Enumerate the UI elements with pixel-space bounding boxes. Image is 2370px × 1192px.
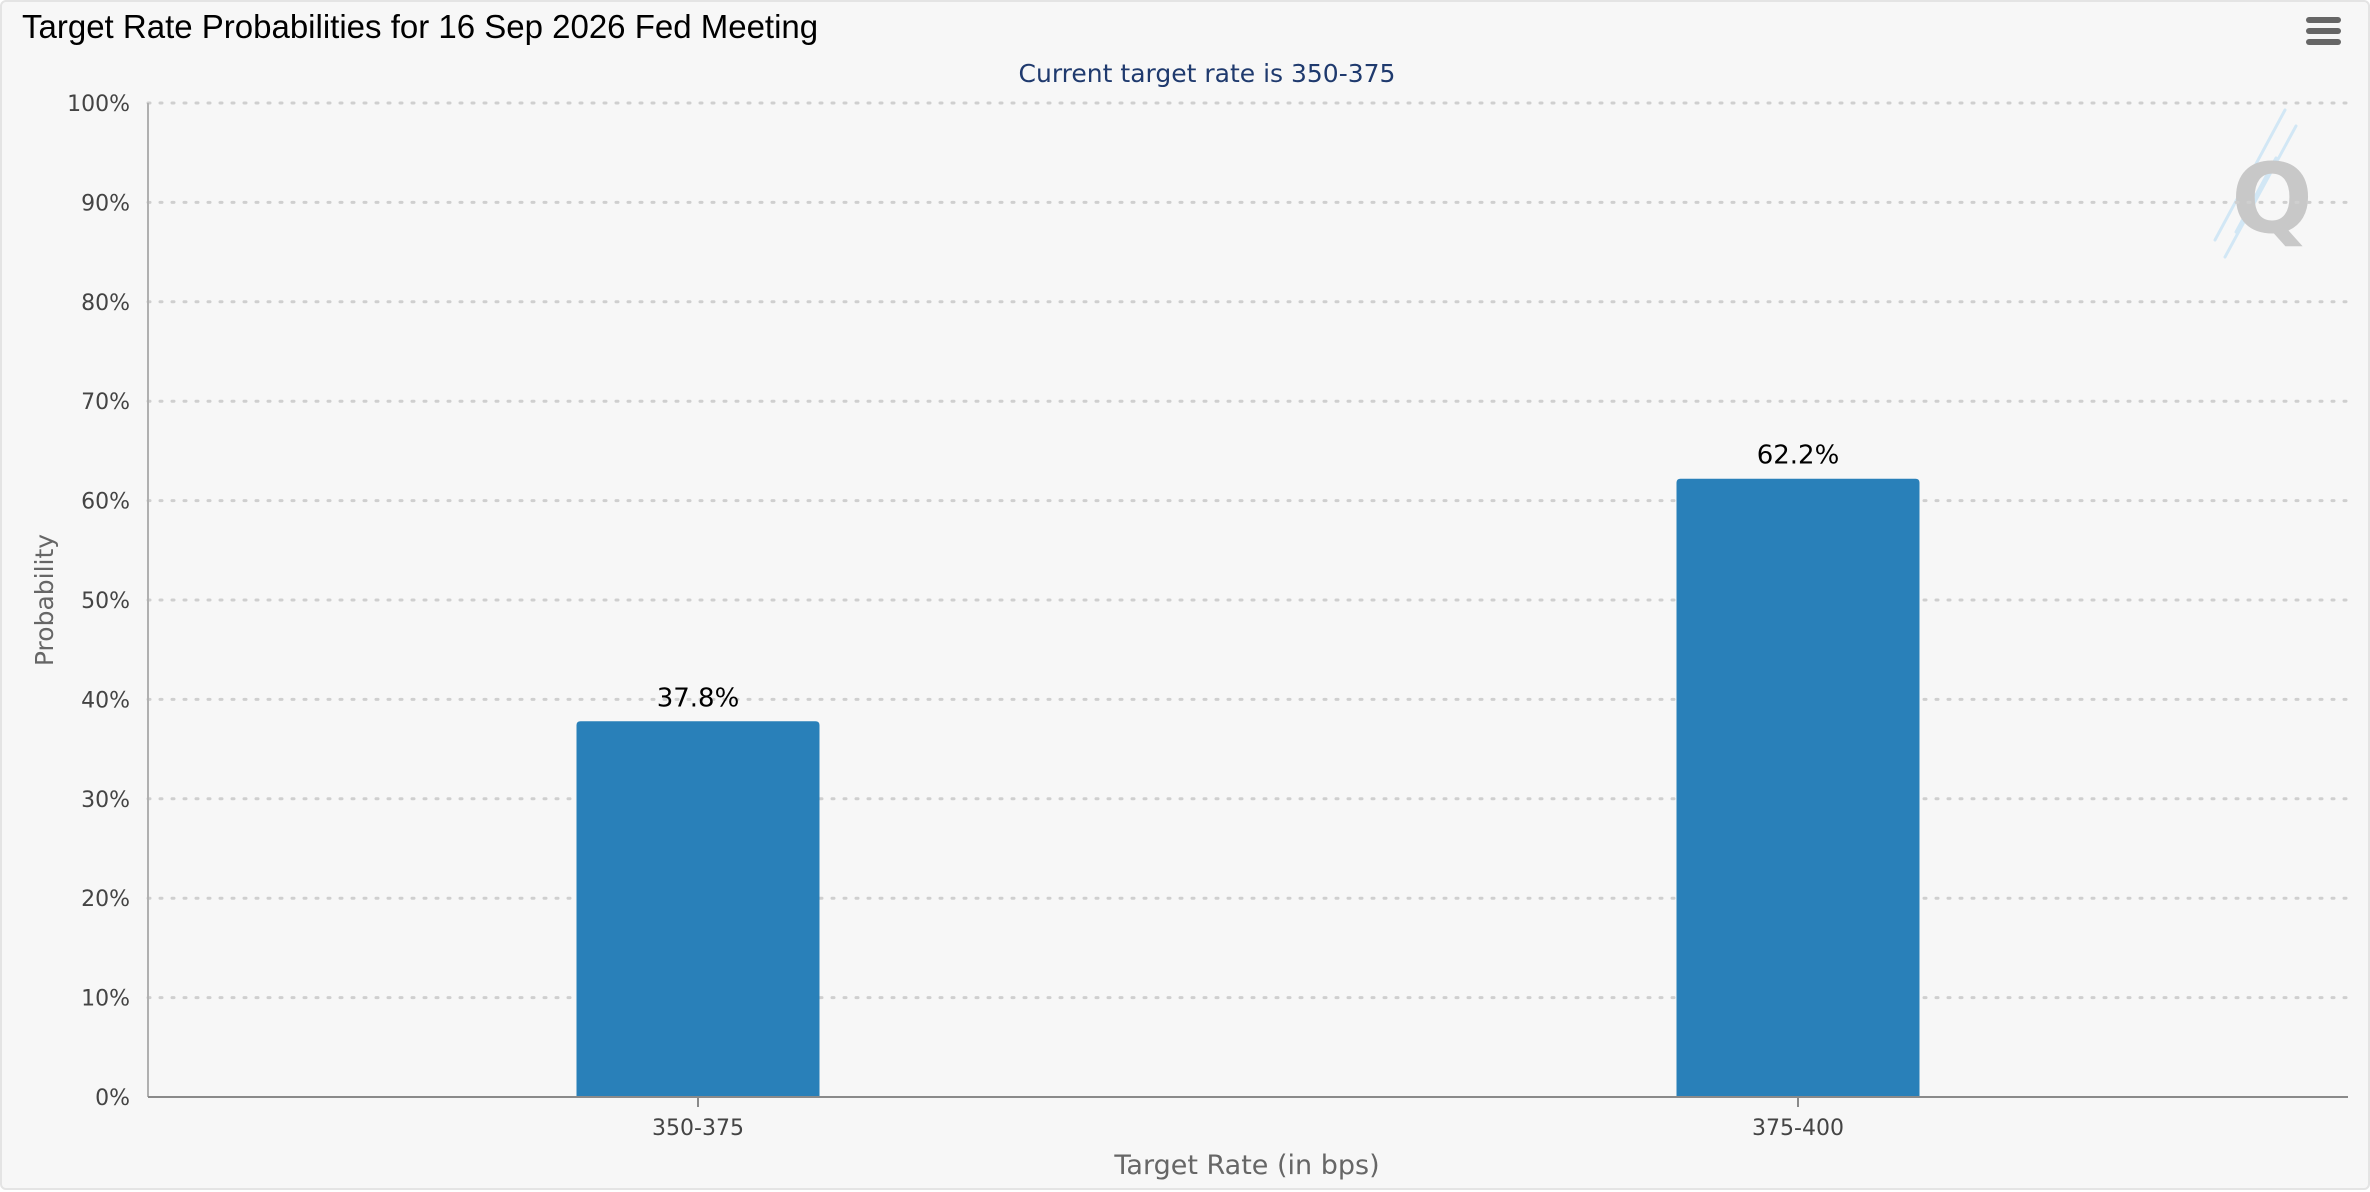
y-tick-label: 10% bbox=[81, 987, 130, 1012]
data-label: 62.2% bbox=[1757, 441, 1840, 471]
data-labels: 37.8% 62.2% bbox=[657, 441, 1840, 714]
y-tick-label: 60% bbox=[81, 490, 130, 515]
hamburger-menu-icon[interactable] bbox=[2304, 14, 2344, 48]
bars bbox=[576, 478, 1920, 1097]
y-axis-title: Probability bbox=[30, 534, 59, 666]
grid-lines bbox=[146, 101, 2350, 1000]
chart-subtitle: Current target rate is 350-375 bbox=[1019, 59, 1396, 88]
bar[interactable] bbox=[576, 721, 820, 1097]
x-tick-label: 375-400 bbox=[1752, 1116, 1844, 1141]
y-tick-label: 50% bbox=[81, 589, 130, 614]
svg-text:Q: Q bbox=[2231, 143, 2313, 255]
y-tick-label: 70% bbox=[81, 390, 130, 415]
x-tick-label: 350-375 bbox=[652, 1116, 744, 1141]
y-tick-label: 80% bbox=[81, 291, 130, 316]
x-axis: 350-375 375-400 bbox=[147, 103, 2348, 1141]
q-logo-icon: Q bbox=[2213, 108, 2313, 259]
y-tick-label: 90% bbox=[81, 191, 130, 216]
y-tick-label: 0% bbox=[95, 1086, 130, 1111]
data-label: 37.8% bbox=[657, 683, 740, 713]
y-tick-label: 40% bbox=[81, 688, 130, 713]
x-axis-title: Target Rate (in bps) bbox=[1113, 1150, 1379, 1181]
chart-title: Target Rate Probabilities for 16 Sep 202… bbox=[22, 8, 819, 45]
y-tick-label: 100% bbox=[67, 92, 130, 117]
y-tick-label: 30% bbox=[81, 788, 130, 813]
y-axis-ticks: 0% 10% 20% 30% 40% 50% 60% 70% 80% 90% 100% bbox=[67, 92, 130, 1111]
bar[interactable] bbox=[1676, 478, 1920, 1097]
y-tick-label: 20% bbox=[81, 887, 130, 912]
